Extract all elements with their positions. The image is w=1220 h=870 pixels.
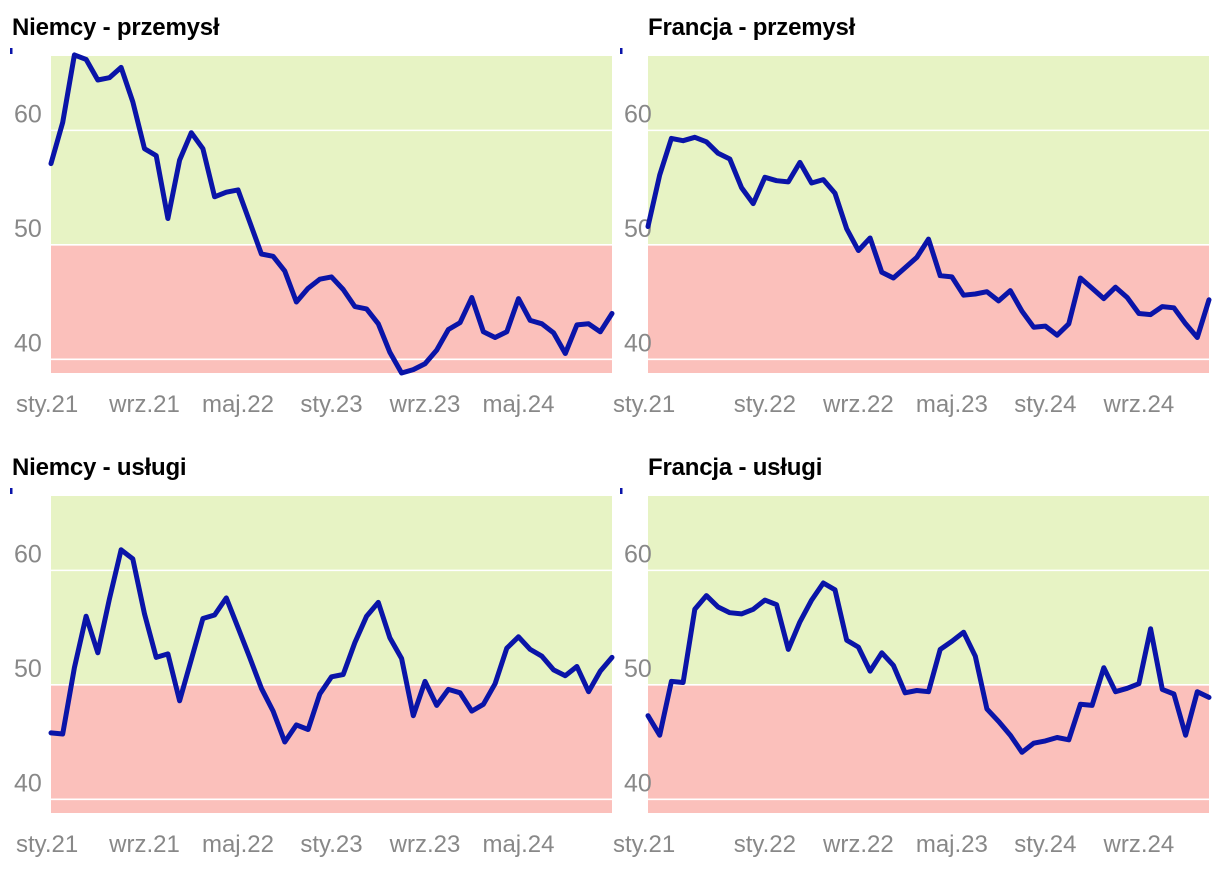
x-tick-label: sty.21 (613, 831, 675, 858)
series-line (48, 52, 615, 376)
zone-below-threshold (51, 244, 612, 373)
zone-below-threshold (51, 684, 612, 813)
x-tick-label: sty.21 (16, 831, 78, 858)
y-tick-label: 60 (14, 100, 42, 128)
x-tick-label: sty.23 (300, 391, 362, 418)
y-tick-label: 40 (14, 329, 42, 357)
y-tick-label: 40 (14, 769, 42, 797)
x-tick-label: sty.21 (613, 391, 675, 418)
y-tick-label: 60 (14, 540, 42, 568)
chart-title: Francja - przemysł (648, 14, 856, 41)
x-tick-label: sty.24 (1014, 391, 1076, 418)
zone-below-threshold (648, 684, 1209, 813)
y-tick-label: 60 (624, 100, 652, 128)
x-tick-label: wrz.21 (108, 831, 180, 858)
x-tick-label: maj.24 (482, 391, 554, 418)
x-tick-label: wrz.24 (1103, 831, 1175, 858)
series-line (645, 134, 1212, 340)
y-tick-label: 40 (624, 329, 652, 357)
y-tick-label: 60 (624, 540, 652, 568)
series-line (48, 547, 615, 745)
chart-niemcy-przemysl: 40 50 60 sty.21 wrz.21 maj.22 sty.23 wrz.23 maj.… (10, 48, 615, 418)
zone-above-threshold (648, 496, 1209, 685)
chart-francja-uslugi: 40 50 60 sty.21 sty.22 wrz.22 maj.23 sty.24 wrz.… (613, 488, 1212, 858)
x-tick-label: sty.22 (734, 391, 796, 418)
y-tick-label: 50 (14, 215, 42, 243)
x-tick-label: wrz.23 (389, 391, 461, 418)
x-tick-label: sty.23 (300, 831, 362, 858)
x-tick-label: sty.24 (1014, 831, 1076, 858)
x-tick-label: maj.24 (482, 831, 554, 858)
series-line (645, 580, 1212, 755)
zone-below-threshold (648, 244, 1209, 373)
x-tick-label: maj.23 (916, 391, 988, 418)
x-tick-label: sty.22 (734, 831, 796, 858)
x-tick-label: wrz.22 (822, 831, 894, 858)
x-tick-label: wrz.22 (822, 391, 894, 418)
axis-top-marker (10, 488, 13, 494)
x-tick-label: maj.22 (202, 391, 274, 418)
x-tick-label: wrz.23 (389, 831, 461, 858)
x-tick-label: wrz.21 (108, 391, 180, 418)
chart-niemcy-uslugi: 40 50 60 sty.21 wrz.21 maj.22 sty.23 wrz.23 maj.… (10, 488, 615, 858)
y-tick-label: 40 (624, 769, 652, 797)
zone-above-threshold (648, 56, 1209, 245)
x-tick-label: wrz.24 (1103, 391, 1175, 418)
y-tick-label: 50 (624, 655, 652, 683)
chart-title: Niemcy - usługi (12, 454, 187, 481)
chart-title: Niemcy - przemysł (12, 14, 220, 41)
zone-above-threshold (51, 496, 612, 685)
x-tick-label: maj.23 (916, 831, 988, 858)
x-tick-label: maj.22 (202, 831, 274, 858)
axis-top-marker (620, 48, 623, 54)
zone-above-threshold (51, 56, 612, 245)
x-tick-label: sty.21 (16, 391, 78, 418)
y-tick-label: 50 (14, 655, 42, 683)
axis-top-marker (10, 48, 13, 54)
chart-title: Francja - usługi (648, 454, 823, 481)
axis-top-marker (620, 488, 623, 494)
